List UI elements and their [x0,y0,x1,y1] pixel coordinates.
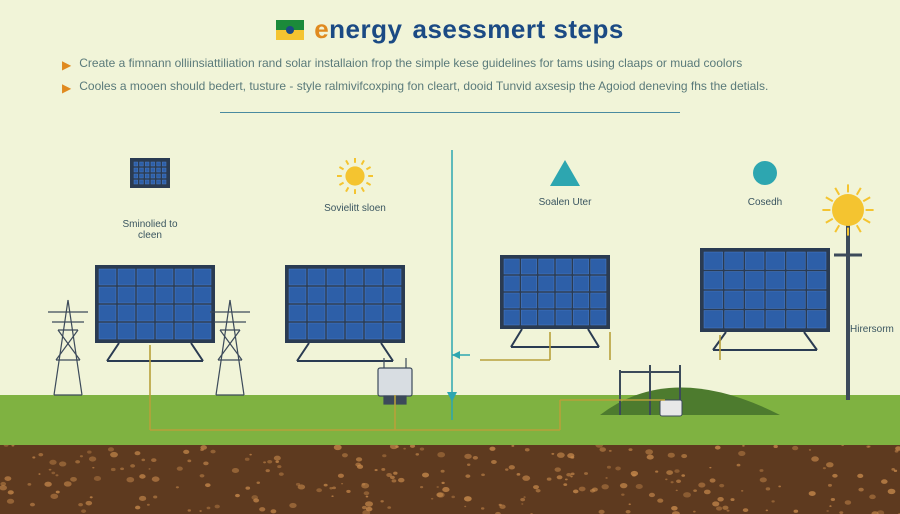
step-icon-triangle: Soalen Uter [525,158,605,208]
side-label: Hirersorm [850,324,894,335]
solar-panel [500,255,610,356]
title-left: energy [314,14,402,45]
bullet-item: ▶ Cooles a mooen should bedert, tusture … [62,79,852,96]
bullet-marker-icon: ▶ [62,57,71,73]
step-icon-mini_panel: Sminolied to cleen [110,158,190,241]
bullet-text: Create a fimnann olliinsiattiliation ran… [79,56,742,70]
divider-line [220,112,680,113]
step-icon-sun: Sovielitt sloen [315,158,395,214]
soil-texture [0,445,900,514]
bullet-list: ▶ Create a fimnann olliinsiattiliation r… [62,56,852,102]
bullet-text: Cooles a mooen should bedert, tusture - … [79,79,768,93]
bullet-item: ▶ Create a fimnann olliinsiattiliation r… [62,56,852,73]
title-right: asessmert steps [412,14,623,45]
title: energy asessmert steps [276,14,624,45]
solar-panel [95,265,215,370]
solar-panel [700,248,830,359]
soil-band [0,445,900,514]
step-icon-circle_sun: Cosedh [725,158,805,208]
header: energy asessmert steps [0,14,900,45]
bullet-marker-icon: ▶ [62,80,71,96]
solar-panel [285,265,405,370]
flag-icon [276,20,304,40]
